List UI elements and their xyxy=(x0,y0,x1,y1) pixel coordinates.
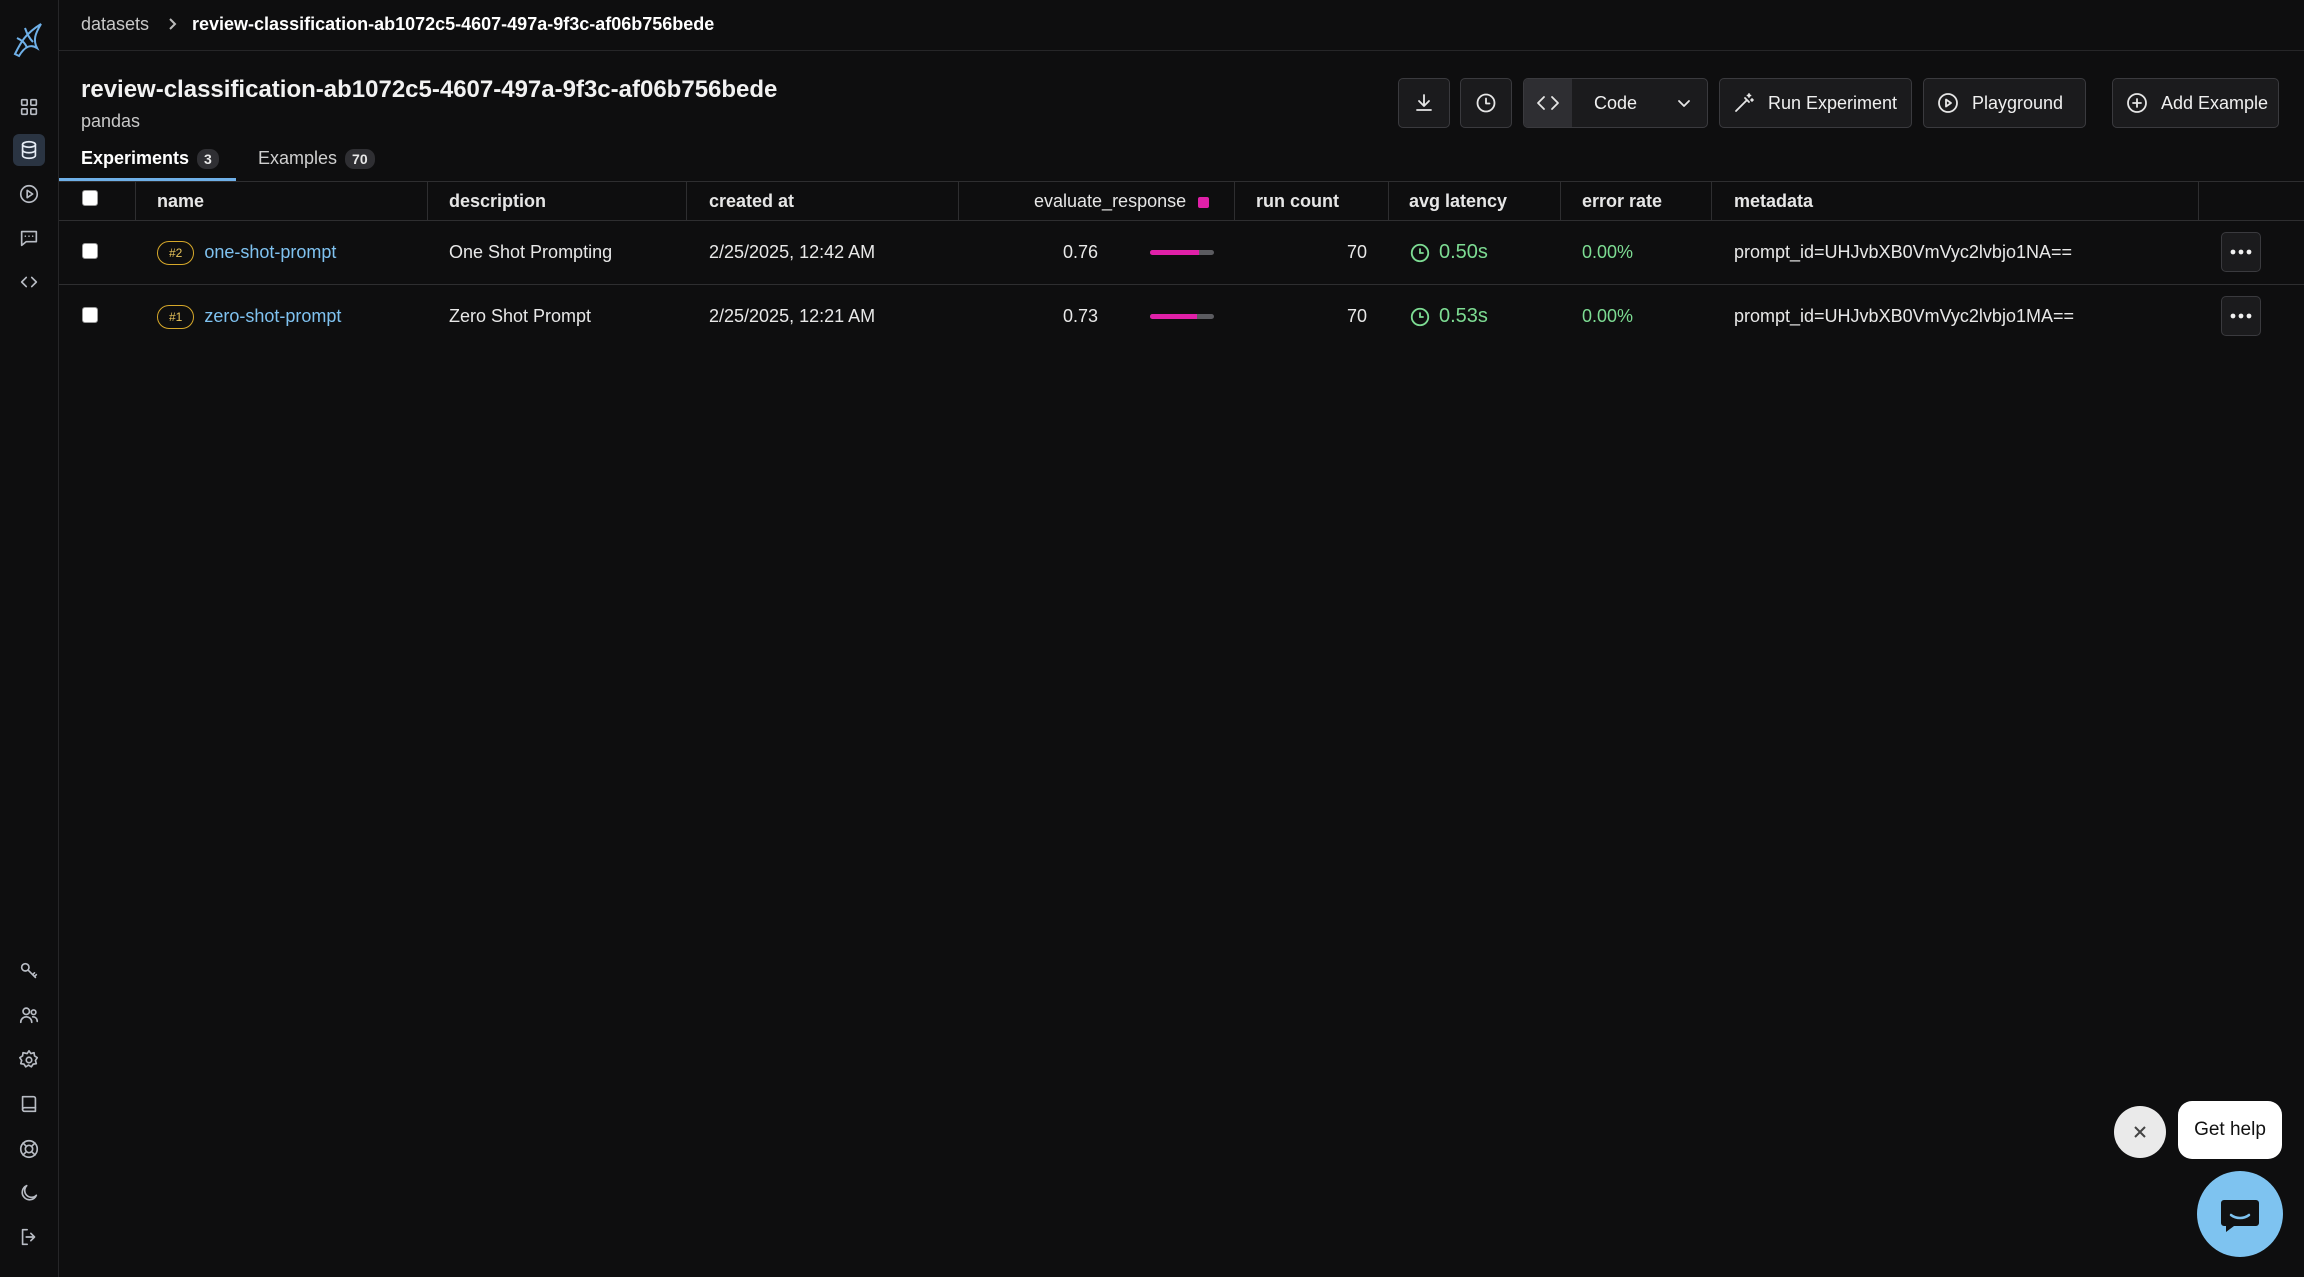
clock-icon xyxy=(1410,243,1430,262)
breadcrumb-datasets-link[interactable]: datasets xyxy=(81,14,150,34)
score-bar xyxy=(1150,250,1214,255)
description-cell: Zero Shot Prompt xyxy=(449,306,592,326)
avg-latency-cell: 0.53s xyxy=(1409,285,1488,348)
run-experiment-label: Run Experiment xyxy=(1768,92,1898,113)
error-rate-cell: 0.00% xyxy=(1582,242,1634,262)
support-lifebuoy-icon[interactable] xyxy=(13,1133,45,1165)
table-header: name description created at evaluate_res… xyxy=(59,182,2304,221)
chevron-down-icon xyxy=(1678,100,1690,107)
experiment-link[interactable]: zero-shot-prompt xyxy=(204,306,342,326)
experiment-name-cell: #1 zero-shot-prompt xyxy=(157,285,341,348)
select-all-checkbox[interactable] xyxy=(82,190,98,206)
tab-experiments-label: Experiments xyxy=(81,148,190,168)
nav-code-icon[interactable] xyxy=(13,266,45,298)
add-example-label: Add Example xyxy=(2161,92,2269,113)
column-header-created-at[interactable]: created at xyxy=(709,191,795,211)
score-bar-fill xyxy=(1150,250,1199,255)
theme-moon-icon[interactable] xyxy=(13,1177,45,1209)
breadcrumb: datasets review-classification-ab1072c5-… xyxy=(59,0,2304,51)
playground-label: Playground xyxy=(1972,92,2064,113)
docs-book-icon[interactable] xyxy=(13,1088,45,1120)
run-experiment-button[interactable]: Run Experiment xyxy=(1719,78,1913,128)
run-sequence-badge: #2 xyxy=(157,241,195,266)
download-icon xyxy=(1416,94,1432,111)
run-sequence-badge: #1 xyxy=(157,305,195,330)
column-header-error-rate[interactable]: error rate xyxy=(1582,191,1663,211)
help-launcher-button[interactable] xyxy=(2197,1171,2283,1257)
score-bar-fill xyxy=(1150,314,1197,319)
column-header-run-count[interactable]: run count xyxy=(1256,191,1339,211)
score-value: 0.73 xyxy=(1062,306,1098,326)
tab-examples-label: Examples xyxy=(258,148,338,168)
row-actions-button[interactable] xyxy=(2221,232,2261,272)
playground-button[interactable]: Playground xyxy=(1923,78,2087,128)
get-help-bubble[interactable]: Get help xyxy=(2178,1101,2282,1159)
tab-experiments[interactable]: Experiments 3 xyxy=(81,148,219,169)
row-checkbox[interactable] xyxy=(82,307,98,323)
clock-icon xyxy=(1410,307,1430,326)
nav-playground-icon[interactable] xyxy=(13,178,45,210)
more-horizontal-icon xyxy=(2230,313,2252,319)
history-button[interactable] xyxy=(1460,78,1512,128)
close-icon xyxy=(2134,1126,2146,1138)
score-bar xyxy=(1150,314,1214,319)
more-horizontal-icon xyxy=(2230,249,2252,255)
experiment-name-cell: #2 one-shot-prompt xyxy=(157,221,336,284)
avg-latency-cell: 0.50s xyxy=(1409,221,1488,284)
created-at-cell: 2/25/2025, 12:21 AM xyxy=(709,306,876,326)
avg-latency-value: 0.53s xyxy=(1439,305,1488,327)
column-header-evaluate-response[interactable]: evaluate_response xyxy=(1034,182,1210,220)
api-keys-icon[interactable] xyxy=(13,955,45,987)
download-button[interactable] xyxy=(1398,78,1450,128)
tab-bar: Experiments 3 Examples 70 xyxy=(59,140,2304,182)
error-rate-cell: 0.00% xyxy=(1582,306,1634,326)
nav-datasets-icon[interactable] xyxy=(13,134,45,166)
metadata-cell: prompt_id=UHJvbXB0VmVyc2lvbjo1MA== xyxy=(1734,306,2074,326)
chevron-right-icon xyxy=(166,14,180,34)
breadcrumb-current: review-classification-ab1072c5-4607-497a… xyxy=(192,14,715,34)
table-row[interactable]: #1 zero-shot-prompt Zero Shot Prompt 2/25… xyxy=(59,285,2304,348)
help-dismiss-button[interactable] xyxy=(2114,1106,2166,1158)
created-at-cell: 2/25/2025, 12:42 AM xyxy=(709,242,876,262)
tab-examples-count: 70 xyxy=(345,148,375,169)
evaluate-response-label: evaluate_response xyxy=(1034,191,1187,211)
tab-examples[interactable]: Examples 70 xyxy=(258,148,375,169)
settings-gear-icon[interactable] xyxy=(13,1044,45,1076)
row-actions-button[interactable] xyxy=(2221,296,2261,336)
score-legend-swatch xyxy=(1198,196,1210,208)
code-icon xyxy=(1524,79,1572,127)
chat-icon xyxy=(2221,1200,2259,1232)
avg-latency-value: 0.50s xyxy=(1439,241,1488,263)
code-label: Code xyxy=(1594,92,1638,113)
clock-icon xyxy=(1476,93,1496,113)
tab-experiments-count: 3 xyxy=(197,148,219,169)
page-title: review-classification-ab1072c5-4607-497a… xyxy=(81,76,778,103)
column-header-name[interactable]: name xyxy=(157,191,205,211)
add-example-button[interactable]: Add Example xyxy=(2112,78,2280,128)
run-count-cell: 70 xyxy=(1346,242,1367,262)
wand-icon xyxy=(1735,93,1754,112)
description-cell: One Shot Prompting xyxy=(449,242,613,262)
table-row[interactable]: #2 one-shot-prompt One Shot Prompting 2/2… xyxy=(59,221,2304,285)
metadata-cell: prompt_id=UHJvbXB0VmVyc2lvbjo1NA== xyxy=(1734,242,2072,262)
column-header-description[interactable]: description xyxy=(449,191,547,211)
users-icon[interactable] xyxy=(13,999,45,1031)
column-header-metadata[interactable]: metadata xyxy=(1734,191,1814,211)
play-circle-icon xyxy=(1938,93,1958,113)
plus-circle-icon xyxy=(2127,93,2147,113)
run-count-cell: 70 xyxy=(1346,306,1367,326)
experiment-link[interactable]: one-shot-prompt xyxy=(204,242,337,262)
sidebar xyxy=(0,0,59,1277)
logout-icon[interactable] xyxy=(13,1221,45,1253)
column-header-avg-latency[interactable]: avg latency xyxy=(1409,191,1508,211)
nav-prompts-icon[interactable] xyxy=(13,222,45,254)
code-dropdown[interactable]: Code xyxy=(1523,78,1708,128)
score-value: 0.76 xyxy=(1062,242,1098,262)
row-checkbox[interactable] xyxy=(82,243,98,259)
page-subtitle: pandas xyxy=(81,111,141,131)
active-tab-indicator xyxy=(59,178,236,181)
phoenix-logo[interactable] xyxy=(11,20,47,60)
nav-projects-icon[interactable] xyxy=(13,91,45,123)
